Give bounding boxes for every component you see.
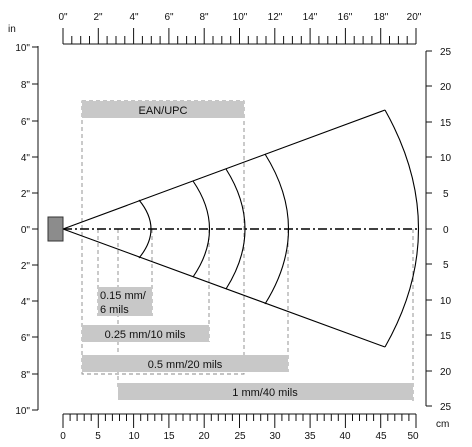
right-axis: 25 20 15 10 5 0 5 10 15 20 25 (425, 47, 452, 413)
top-tick-label: 0" (58, 12, 68, 23)
right-tick-label: 20 (440, 82, 452, 93)
top-ruler: in 0" 2" 4" 6" 8" 10" 12" 14" 16" 18" 20… (8, 12, 422, 45)
right-tick-label: 5 (443, 189, 449, 200)
right-tick-label: 10 (440, 153, 452, 164)
scanner-head (47, 216, 64, 242)
top-tick-label: 6" (164, 12, 174, 23)
bottom-axis-unit: cm (436, 419, 449, 430)
range-label-line2: 6 mils (100, 304, 129, 316)
left-tick-label: 2" (21, 261, 31, 272)
top-axis-unit: in (8, 24, 16, 35)
top-tick-label: 14" (303, 12, 318, 23)
left-tick-label: 0" (21, 225, 31, 236)
barcode-range-6-mils: 0.15 mm/ 6 mils (98, 287, 152, 316)
bottom-tick-label: 10 (128, 431, 140, 442)
top-tick-label: 10" (233, 12, 248, 23)
range-label: EAN/UPC (139, 105, 188, 117)
range-label: 0.5 mm/20 mils (148, 359, 223, 371)
right-tick-label: 15 (440, 331, 452, 342)
right-tick-label: 25 (440, 47, 452, 58)
right-tick-label: 15 (440, 118, 452, 129)
right-tick-label: 10 (440, 296, 452, 307)
top-tick-label: 18" (374, 12, 389, 23)
top-tick-label: 16" (338, 12, 353, 23)
bottom-tick-label: 0 (60, 431, 66, 442)
barcode-range-20-mils: 0.5 mm/20 mils (82, 355, 288, 372)
left-tick-label: 2" (21, 189, 31, 200)
range-label: 1 mm/40 mils (232, 387, 298, 399)
right-tick-label: 20 (440, 367, 452, 378)
top-tick-label: 8" (199, 12, 209, 23)
range-label-line1: 0.15 mm/ (100, 290, 147, 302)
right-tick-label: 25 (440, 402, 452, 413)
left-tick-label: 6" (21, 117, 31, 128)
bottom-ruler: cm 0 5 10 15 20 25 30 35 40 45 50 (60, 413, 449, 442)
bottom-tick-label: 20 (198, 431, 210, 442)
scan-beam (62, 109, 419, 348)
bottom-tick-label: 40 (339, 431, 351, 442)
left-tick-label: 4" (21, 153, 31, 164)
top-tick-label: 12" (268, 12, 283, 23)
barcode-range-40-mils: 1 mm/40 mils (118, 383, 413, 400)
top-tick-label: 20" (407, 12, 422, 23)
barcode-range-10-mils: 0.25 mm/10 mils (82, 325, 209, 342)
left-tick-label: 8" (21, 370, 31, 381)
left-tick-label: 6" (21, 333, 31, 344)
left-axis: 10" 8" 6" 4" 2" 0" 2" 4" 6" 8" 10" (15, 43, 39, 417)
bottom-tick-label: 50 (407, 431, 419, 442)
left-tick-label: 4" (21, 297, 31, 308)
left-tick-label: 10" (15, 406, 30, 417)
left-tick-label: 8" (21, 80, 31, 91)
bottom-tick-label: 35 (304, 431, 316, 442)
right-tick-label: 0 (443, 225, 449, 236)
bottom-tick-label: 45 (375, 431, 387, 442)
range-label: 0.25 mm/10 mils (105, 329, 186, 341)
left-tick-label: 10" (15, 43, 30, 54)
bottom-tick-label: 5 (95, 431, 101, 442)
top-tick-label: 2" (93, 12, 103, 23)
bottom-tick-label: 30 (269, 431, 281, 442)
right-tick-label: 5 (443, 260, 449, 271)
top-tick-label: 4" (129, 12, 139, 23)
bottom-tick-label: 25 (234, 431, 246, 442)
barcode-range-ean-upc: EAN/UPC (82, 101, 244, 118)
bottom-tick-label: 15 (163, 431, 175, 442)
